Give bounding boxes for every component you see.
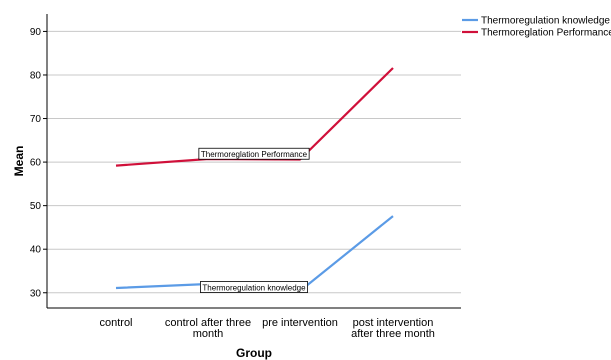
x-tick-label-line: after three month — [351, 328, 435, 340]
series-lines — [115, 67, 394, 293]
y-tick-label: 70 — [30, 114, 42, 125]
axes — [46, 14, 461, 309]
y-tick-label: 60 — [30, 158, 42, 169]
legend-label: Thermoregulation knowledge — [481, 16, 610, 27]
y-tick-label: 80 — [30, 70, 42, 81]
legend-label: Thermoreglation Performance — [481, 28, 611, 39]
x-tick-label: pre intervention — [262, 317, 338, 329]
series-annotations: Thermoregulation knowledge Thermoreglatio… — [198, 147, 310, 293]
y-tick-labels: 30 40 50 60 70 80 90 — [30, 27, 47, 299]
x-tick-label-line: post intervention — [353, 317, 434, 329]
grid-lines — [47, 30, 461, 294]
x-tick-label-line: pre intervention — [262, 317, 338, 329]
x-axis-title: Group — [236, 346, 272, 360]
legend: Thermoregulation knowledgeThermoreglatio… — [462, 16, 611, 39]
y-axis-title: Mean — [12, 146, 26, 177]
annotation-box — [198, 147, 310, 160]
y-tick-label: 30 — [30, 288, 42, 299]
x-tick-label-line: control — [99, 317, 132, 329]
y-tick-label: 90 — [30, 27, 42, 38]
annotation-text: Thermoreglation Performance — [201, 150, 308, 159]
annotation-box — [200, 281, 308, 293]
y-tick-label: 40 — [30, 245, 42, 256]
annotation-text: Thermoregulation knowledge — [202, 284, 306, 293]
x-tick-label-line: control after three — [165, 317, 251, 329]
x-tick-label-line: month — [193, 328, 224, 340]
series-line — [115, 215, 394, 293]
series-annotation: Thermoreglation Performance — [198, 147, 310, 160]
x-tick-label: control — [99, 317, 132, 329]
series-annotation: Thermoregulation knowledge — [200, 281, 308, 293]
y-tick-label: 50 — [30, 201, 42, 212]
